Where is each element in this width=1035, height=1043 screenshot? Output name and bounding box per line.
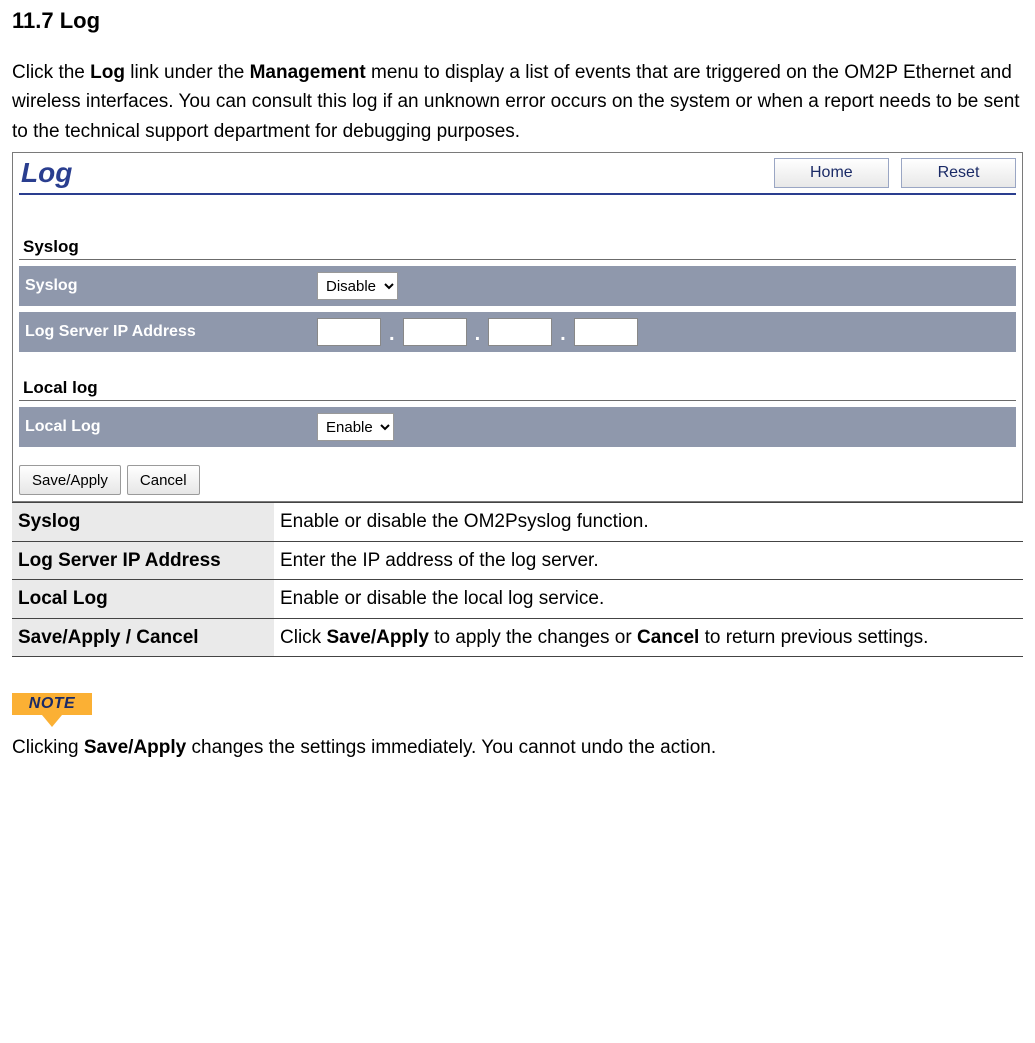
ip-address-group: . . . [317, 318, 638, 346]
def-desc-logserver: Enter the IP address of the log server. [274, 541, 1023, 579]
top-buttons: Home Reset [766, 158, 1016, 188]
def-desc-locallog: Enable or disable the local log service. [274, 580, 1023, 618]
section-heading: 11.7 Log [12, 8, 1023, 34]
syslog-select[interactable]: Disable [317, 272, 398, 300]
table-row: Syslog Enable or disable the OM2Psyslog … [12, 503, 1023, 541]
def-desc-saveapply: Click Save/Apply to apply the changes or… [274, 618, 1023, 656]
ip-dot: . [556, 323, 570, 346]
table-row: Local Log Enable or disable the local lo… [12, 580, 1023, 618]
note-triangle-icon [42, 715, 62, 727]
def-bold-cancel: Cancel [637, 627, 699, 648]
note-text-span: Clicking [12, 737, 84, 758]
table-row: Save/Apply / Cancel Click Save/Apply to … [12, 618, 1023, 656]
intro-text: Click the [12, 62, 90, 83]
intro-text: link under the [125, 62, 250, 83]
log-header-row: Log Home Reset [19, 157, 1016, 191]
def-term-saveapply: Save/Apply / Cancel [12, 618, 274, 656]
screenshot-inner: Log Home Reset Syslog Syslog Disable Log… [19, 157, 1016, 495]
ip-octet-4[interactable] [574, 318, 638, 346]
page-title: Log [21, 157, 72, 189]
ip-octet-3[interactable] [488, 318, 552, 346]
def-desc-syslog: Enable or disable the OM2Psyslog functio… [274, 503, 1023, 541]
button-row: Save/Apply Cancel [19, 465, 1016, 495]
note-badge: NOTE [12, 693, 92, 727]
logserver-label: Log Server IP Address [25, 323, 317, 341]
intro-paragraph: Click the Log link under the Management … [12, 58, 1023, 146]
locallog-row: Local Log Enable [19, 407, 1016, 447]
note-label: NOTE [12, 693, 92, 715]
reset-button[interactable]: Reset [901, 158, 1016, 188]
note-bold-saveapply: Save/Apply [84, 737, 186, 758]
def-text: to apply the changes or [429, 627, 637, 648]
definitions-table: Syslog Enable or disable the OM2Psyslog … [12, 502, 1023, 657]
def-text: Click [280, 627, 326, 648]
divider [19, 400, 1016, 401]
def-bold-saveapply: Save/Apply [326, 627, 428, 648]
save-apply-button[interactable]: Save/Apply [19, 465, 121, 495]
syslog-group-label: Syslog [23, 237, 1016, 257]
locallog-label: Local Log [25, 418, 317, 436]
ip-octet-2[interactable] [403, 318, 467, 346]
screenshot-frame: Log Home Reset Syslog Syslog Disable Log… [12, 152, 1023, 502]
syslog-row: Syslog Disable [19, 266, 1016, 306]
home-button[interactable]: Home [774, 158, 889, 188]
intro-bold-log: Log [90, 62, 125, 83]
def-term-syslog: Syslog [12, 503, 274, 541]
cancel-button[interactable]: Cancel [127, 465, 200, 495]
logserver-row: Log Server IP Address . . . [19, 312, 1016, 352]
note-text: Clicking Save/Apply changes the settings… [12, 737, 1023, 759]
def-text: to return previous settings. [699, 627, 928, 648]
ip-dot: . [385, 323, 399, 346]
divider [19, 259, 1016, 260]
ip-dot: . [471, 323, 485, 346]
syslog-label: Syslog [25, 277, 317, 295]
locallog-select[interactable]: Enable [317, 413, 394, 441]
locallog-group-label: Local log [23, 378, 1016, 398]
ip-octet-1[interactable] [317, 318, 381, 346]
note-text-span: changes the settings immediately. You ca… [186, 737, 716, 758]
def-term-logserver: Log Server IP Address [12, 541, 274, 579]
table-row: Log Server IP Address Enter the IP addre… [12, 541, 1023, 579]
intro-bold-management: Management [250, 62, 366, 83]
def-term-locallog: Local Log [12, 580, 274, 618]
